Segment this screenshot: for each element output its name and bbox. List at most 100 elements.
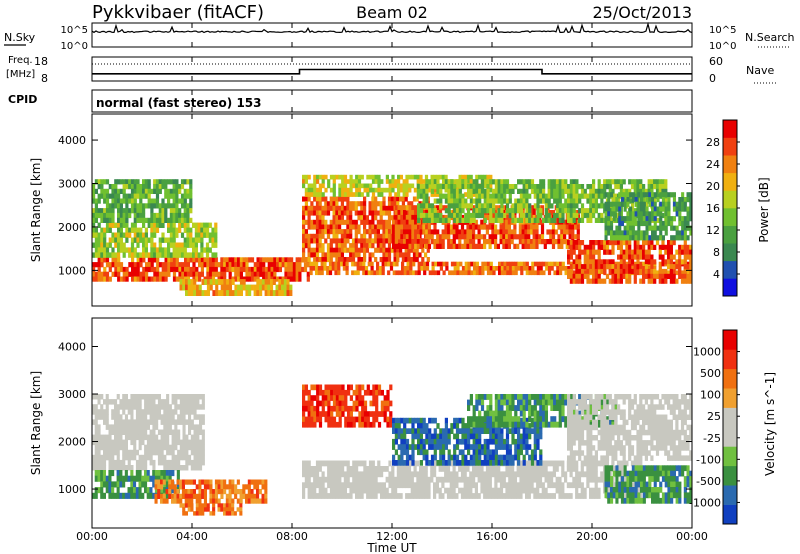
heatmap-cell-4 xyxy=(315,247,320,253)
heatmap-cell-2 xyxy=(183,188,187,194)
heatmap-cell-5 xyxy=(407,471,412,478)
heatmap-cell-3 xyxy=(198,507,202,512)
heatmap-cell-8 xyxy=(511,208,515,214)
heatmap-cell-4 xyxy=(329,247,333,253)
heatmap-cell-6 xyxy=(412,261,416,267)
heatmap-cell-1 xyxy=(130,222,135,228)
heatmap-cell-9 xyxy=(625,254,629,260)
heatmap-cell-9 xyxy=(572,249,576,255)
heatmap-cell-8 xyxy=(539,188,543,194)
heatmap-cell-0 xyxy=(100,271,104,277)
heatmap-cell-5 xyxy=(366,174,370,180)
heatmap-cell-4 xyxy=(387,257,392,263)
heatmap-cell-2 xyxy=(111,217,115,223)
heatmap-cell-7 xyxy=(394,214,398,221)
heatmap-cell-7 xyxy=(414,205,418,211)
heatmap-cell-7 xyxy=(436,234,440,240)
heatmap-cell-7 xyxy=(458,243,462,249)
heatmap-cell-8 xyxy=(475,193,479,199)
heatmap-cell-8 xyxy=(500,184,504,190)
heatmap-cell-0 xyxy=(105,257,110,263)
heatmap-cell-0 xyxy=(182,444,186,451)
heatmap-cell-0 xyxy=(142,271,146,277)
heatmap-cell-0 xyxy=(223,262,227,268)
heatmap-cell-2 xyxy=(154,498,158,504)
heatmap-cell-0 xyxy=(135,414,139,420)
heatmap-cell-8 xyxy=(525,198,529,204)
heatmap-cell-2 xyxy=(142,212,146,219)
heatmap-cell-10 xyxy=(651,235,655,241)
heatmap-cell-4 xyxy=(330,405,334,412)
heatmap-cell-5 xyxy=(349,493,353,499)
heatmap-cell-9 xyxy=(642,254,646,260)
heatmap-cell-2 xyxy=(225,484,229,490)
heatmap-cell-3 xyxy=(267,284,271,291)
heatmap-cell-0 xyxy=(108,439,112,446)
heatmap-cell-1 xyxy=(125,237,129,243)
heatmap-cell-5 xyxy=(366,187,370,193)
heatmap-cell-1 xyxy=(147,237,151,243)
heatmap-cell-3 xyxy=(286,284,290,291)
heatmap-cell-0 xyxy=(127,404,131,410)
heatmap-cell-5 xyxy=(405,466,409,472)
heatmap-cell-2 xyxy=(154,484,158,490)
heatmap-cell-5 xyxy=(408,187,412,193)
heatmap-cell-7 xyxy=(441,205,445,211)
heatmap-cell-10 xyxy=(681,192,685,198)
heatmap-cell-1 xyxy=(189,252,193,258)
heatmap-cell-5 xyxy=(472,192,476,197)
heatmap-cell-0 xyxy=(214,262,218,268)
heatmap-cell-7 xyxy=(560,224,564,230)
heatmap-cell-4 xyxy=(343,205,347,211)
heatmap-cell-7 xyxy=(460,224,465,230)
heatmap-cell-4 xyxy=(349,201,353,207)
heatmap-cell-9 xyxy=(633,244,637,250)
heatmap-cell-7 xyxy=(411,214,415,221)
heatmap-cell-0 xyxy=(166,424,170,430)
heatmap-cell-2 xyxy=(136,193,140,199)
heatmap-cell-4 xyxy=(393,247,397,253)
heatmap-cell-0 xyxy=(171,394,175,400)
heatmap-cell-3 xyxy=(264,279,268,285)
heatmap-cell-2 xyxy=(214,498,218,504)
heatmap-cell-0 xyxy=(201,449,205,456)
heatmap-cell-8 xyxy=(611,188,615,194)
heatmap-cell-9 xyxy=(592,278,596,284)
heatmap-cell-4 xyxy=(389,416,393,423)
heatmap-cell-10 xyxy=(664,230,668,236)
heatmap-cell-9 xyxy=(661,278,665,284)
heatmap-cell-1 xyxy=(119,247,123,253)
heatmap-cell-10 xyxy=(607,220,611,227)
heatmap-cell-3 xyxy=(193,290,197,296)
heatmap-cell-5 xyxy=(349,187,353,193)
heatmap-cell-0 xyxy=(146,399,150,405)
heatmap-cell-5 xyxy=(360,482,364,489)
heatmap-cell-4 xyxy=(335,201,339,207)
heatmap-cell-9 xyxy=(628,249,632,255)
heatmap-cell-9 xyxy=(605,264,610,270)
heatmap-cell-9 xyxy=(647,254,651,260)
heatmap-cell-2 xyxy=(179,498,183,504)
heatmap-cell-0 xyxy=(124,404,128,410)
heatmap-cell-9 xyxy=(669,264,673,270)
heatmap-cell-0 xyxy=(200,262,204,268)
heatmap-cell-8 xyxy=(594,193,598,199)
heatmap-cell-4 xyxy=(354,238,358,244)
heatmap-cell-1 xyxy=(150,237,154,243)
heatmap-cell-10 xyxy=(631,220,635,227)
heatmap-cell-10 xyxy=(626,235,630,241)
heatmap-cell-7 xyxy=(394,210,398,216)
heatmap-cell-0 xyxy=(185,404,189,410)
heatmap-cell-5 xyxy=(302,471,306,478)
heatmap-cell-8 xyxy=(650,179,654,185)
heatmap-cell-7 xyxy=(416,239,420,245)
heatmap-cell-4 xyxy=(368,205,372,211)
heatmap-cell-2 xyxy=(97,208,101,214)
heatmap-cell-1 xyxy=(125,232,129,238)
heatmap-cell-5 xyxy=(399,187,403,193)
heatmap-cell-0 xyxy=(190,394,194,400)
heatmap-cell-10 xyxy=(642,206,646,212)
heatmap-cell-8 xyxy=(567,212,571,219)
heatmap-cell-1 xyxy=(100,487,104,494)
heatmap-cell-0 xyxy=(100,257,104,263)
